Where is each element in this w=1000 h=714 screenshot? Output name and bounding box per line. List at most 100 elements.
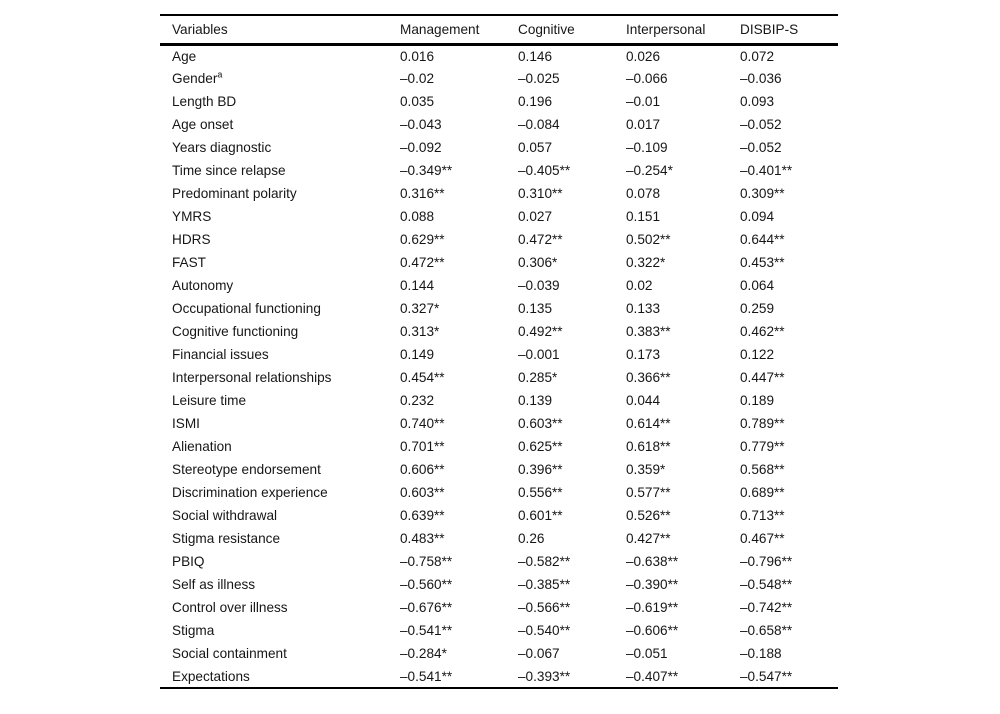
table-row: ISMI 0.740** 0.603** 0.614** 0.789** xyxy=(160,412,838,435)
table-row: Social withdrawal 0.639** 0.601** 0.526** 0.… xyxy=(160,504,838,527)
table-row: Interpersonal relationships 0.454** 0.285*… xyxy=(160,366,838,389)
value-cell: –0.109 xyxy=(626,140,668,155)
value-cell: 0.644** xyxy=(740,232,785,247)
value-cell: 0.309** xyxy=(740,186,785,201)
table-row: Financial issues 0.149 –0.001 0.173 0.122 xyxy=(160,343,838,366)
variable-cell: Cognitive functioning xyxy=(172,324,299,339)
table-row: Alienation 0.701** 0.625** 0.618** 0.779** xyxy=(160,435,838,458)
table-row: Social containment –0.284* –0.067 –0.051 –0.… xyxy=(160,642,838,665)
value-cell: 0.453** xyxy=(740,255,785,270)
value-cell: 0.151 xyxy=(626,209,661,224)
correlation-table: Variables Management Cognitive Interpers… xyxy=(160,14,838,689)
table-row: Years diagnostic –0.092 0.057 –0.109 –0.052 xyxy=(160,136,838,159)
value-cell: –0.025 xyxy=(518,71,560,86)
value-cell: 0.603** xyxy=(400,485,445,500)
variable-cell: Gendera xyxy=(172,69,223,86)
value-cell: 0.492** xyxy=(518,324,563,339)
value-cell: 0.259 xyxy=(740,301,775,316)
variable-cell: Occupational functioning xyxy=(172,301,321,316)
table-row: Stigma –0.541** –0.540** –0.606** –0.658** xyxy=(160,619,838,642)
value-cell: 0.639** xyxy=(400,508,445,523)
variable-cell: Predominant polarity xyxy=(172,186,297,201)
value-cell: –0.676** xyxy=(400,600,453,615)
variable-cell: Discrimination experience xyxy=(172,485,328,500)
table-row: Discrimination experience 0.603** 0.556** 0… xyxy=(160,481,838,504)
value-cell: –0.606** xyxy=(626,623,679,638)
value-cell: 0.027 xyxy=(518,209,553,224)
value-cell: –0.254* xyxy=(626,163,673,178)
footnote-marker: a xyxy=(217,69,223,80)
value-cell: 0.135 xyxy=(518,301,553,316)
value-cell: –0.084 xyxy=(518,117,560,132)
header-management: Management xyxy=(400,15,518,46)
variable-cell: Stereotype endorsement xyxy=(172,462,321,477)
value-cell: –0.349** xyxy=(400,163,453,178)
variable-cell: Age onset xyxy=(172,117,234,132)
value-cell: 0.310** xyxy=(518,186,563,201)
value-cell: 0.139 xyxy=(518,393,553,408)
value-cell: –0.541** xyxy=(400,668,453,684)
value-cell: 0.629** xyxy=(400,232,445,247)
value-cell: 0.713** xyxy=(740,508,785,523)
value-cell: –0.758** xyxy=(400,554,453,569)
table-row: Control over illness –0.676** –0.566** –0.6… xyxy=(160,596,838,619)
value-cell: –0.02 xyxy=(400,71,435,86)
value-cell: 0.26 xyxy=(518,531,545,546)
value-cell: 0.383** xyxy=(626,324,671,339)
value-cell: –0.658** xyxy=(740,623,793,638)
variable-cell: Expectations xyxy=(172,668,250,684)
value-cell: 0.447** xyxy=(740,370,785,385)
variable-cell: Time since relapse xyxy=(172,163,286,178)
value-cell: –0.067 xyxy=(518,646,560,661)
value-cell: –0.092 xyxy=(400,140,442,155)
value-cell: 0.454** xyxy=(400,370,445,385)
value-cell: 0.306* xyxy=(518,255,558,270)
value-cell: 0.427** xyxy=(626,531,671,546)
variable-cell: FAST xyxy=(172,255,206,270)
value-cell: –0.566** xyxy=(518,600,571,615)
value-cell: 0.789** xyxy=(740,416,785,431)
table-row: Gendera –0.02 –0.025 –0.066 –0.036 xyxy=(160,67,838,90)
value-cell: –0.401** xyxy=(740,163,793,178)
value-cell: 0.526** xyxy=(626,508,671,523)
table-row: Cognitive functioning 0.313* 0.492** 0.383*… xyxy=(160,320,838,343)
value-cell: 0.078 xyxy=(626,186,661,201)
variable-cell: Social withdrawal xyxy=(172,508,278,523)
value-cell: 0.779** xyxy=(740,439,785,454)
table-row: YMRS 0.088 0.027 0.151 0.094 xyxy=(160,205,838,228)
table-row: Autonomy 0.144 –0.039 0.02 0.064 xyxy=(160,274,838,297)
variable-cell: Stigma resistance xyxy=(172,531,281,546)
variable-cell: Control over illness xyxy=(172,600,288,615)
value-cell: 0.472** xyxy=(518,232,563,247)
value-cell: 0.285* xyxy=(518,370,558,385)
value-cell: 0.232 xyxy=(400,393,435,408)
value-cell: 0.316** xyxy=(400,186,445,201)
variable-cell: Alienation xyxy=(172,439,232,454)
variable-cell: Self as illness xyxy=(172,577,256,592)
header-variables: Variables xyxy=(160,15,400,46)
value-cell: 0.093 xyxy=(740,94,775,109)
table-row: Occupational functioning 0.327* 0.135 0.133… xyxy=(160,297,838,320)
value-cell: 0.689** xyxy=(740,485,785,500)
table-body: Age 0.016 0.146 0.026 0.072 Gendera –0.02 –0.02… xyxy=(160,44,838,688)
table-row: PBIQ –0.758** –0.582** –0.638** –0.796** xyxy=(160,550,838,573)
value-cell: 0.462** xyxy=(740,324,785,339)
table-header: Variables Management Cognitive Interpers… xyxy=(160,15,838,46)
value-cell: 0.625** xyxy=(518,439,563,454)
value-cell: –0.796** xyxy=(740,554,793,569)
variable-cell: PBIQ xyxy=(172,554,205,569)
value-cell: 0.072 xyxy=(740,48,775,64)
table-row: Predominant polarity 0.316** 0.310** 0.078 0… xyxy=(160,182,838,205)
variable-cell: Years diagnostic xyxy=(172,140,272,155)
value-cell: 0.603** xyxy=(518,416,563,431)
value-cell: 0.313* xyxy=(400,324,440,339)
value-cell: –0.548** xyxy=(740,577,793,592)
value-cell: –0.638** xyxy=(626,554,679,569)
value-cell: –0.393** xyxy=(518,668,571,684)
value-cell: 0.483** xyxy=(400,531,445,546)
value-cell: 0.327* xyxy=(400,301,440,316)
value-cell: 0.144 xyxy=(400,278,435,293)
value-cell: 0.146 xyxy=(518,48,553,64)
variable-cell: Interpersonal relationships xyxy=(172,370,332,385)
table-row: Age onset –0.043 –0.084 0.017 –0.052 xyxy=(160,113,838,136)
